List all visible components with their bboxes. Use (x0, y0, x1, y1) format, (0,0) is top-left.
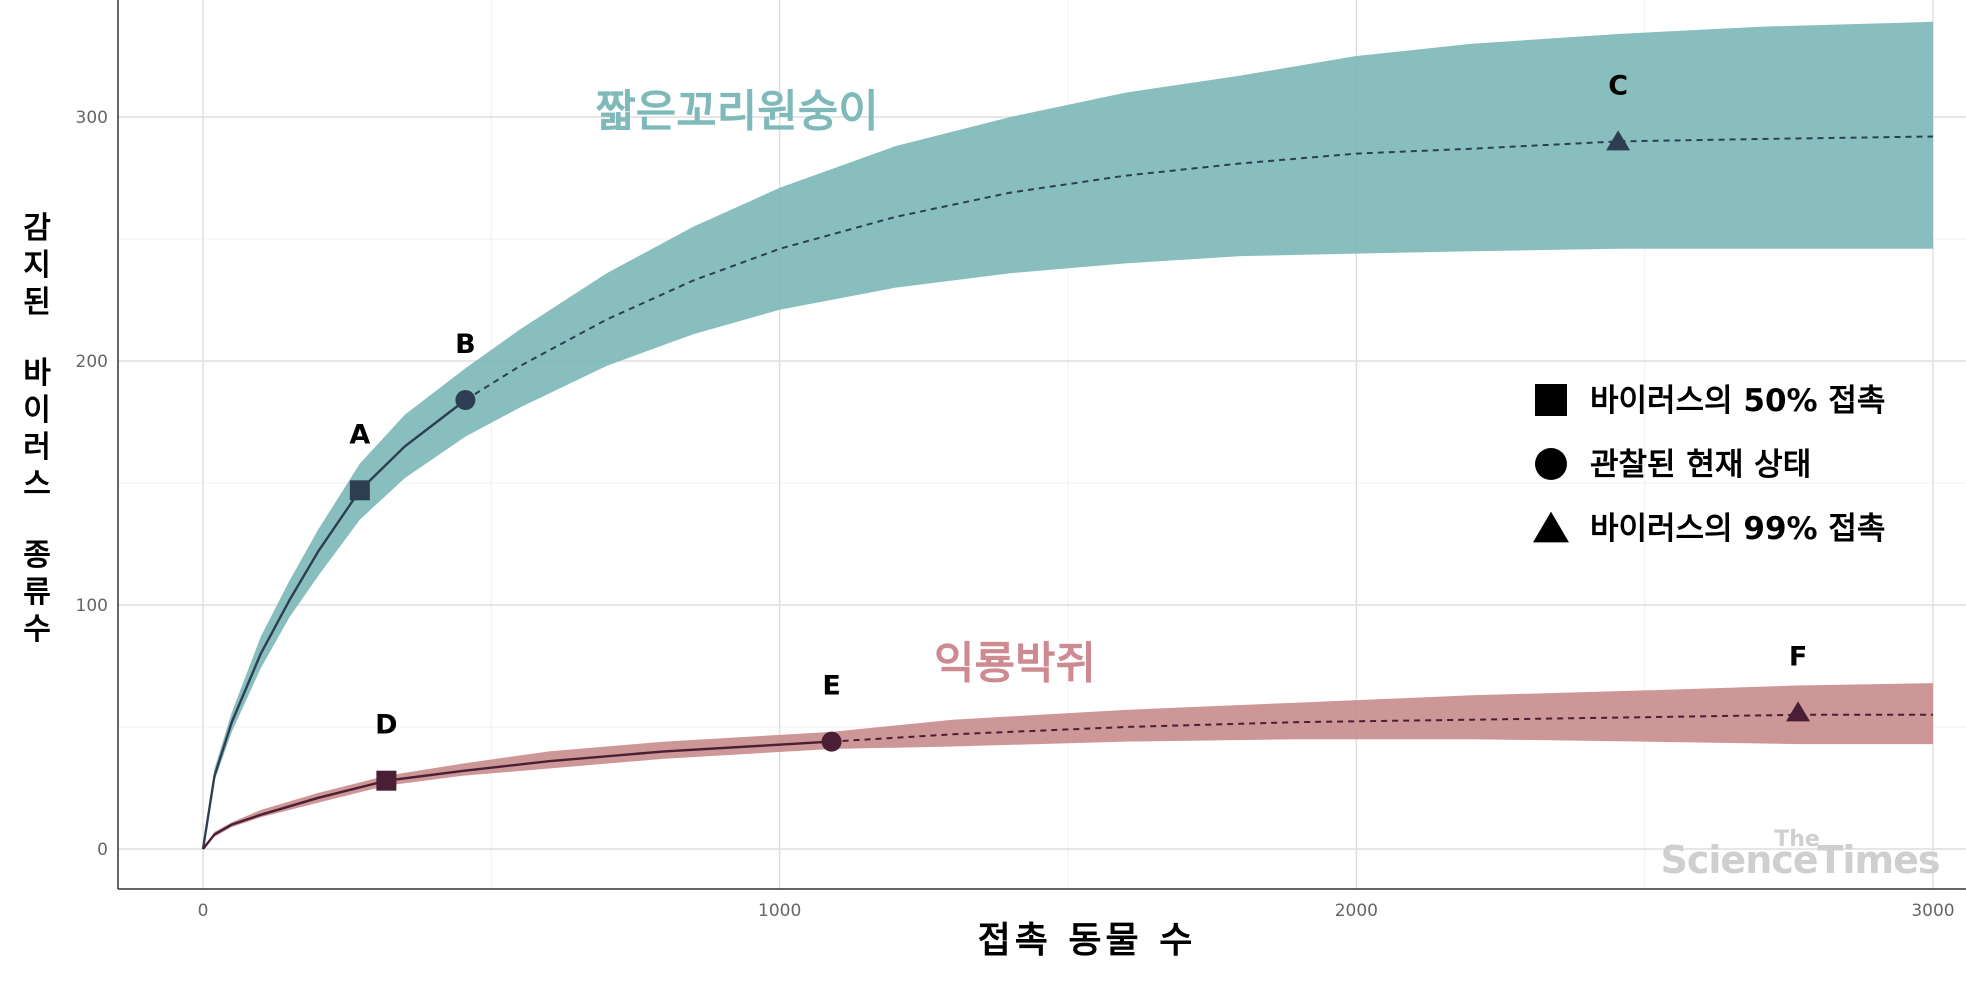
point-marker-d (376, 770, 397, 791)
y-axis-title-char: 종 (23, 538, 51, 573)
y-axis-title-char: 감 (23, 211, 51, 246)
axes (117, 0, 1966, 890)
svg-text:ScienceTimes: ScienceTimes (1661, 838, 1940, 882)
point-label-d: D (375, 710, 397, 741)
point-label-b: B (455, 329, 476, 360)
y-tick-label: 200 (76, 352, 108, 372)
x-tick-label: 0 (198, 901, 209, 921)
y-axis-title-char: 스 (23, 467, 51, 502)
series-line-observed-1 (202, 740, 832, 850)
x-tick-label: 2000 (1335, 901, 1378, 921)
legend-label: 바이러스의 99% 접촉 (1590, 511, 1885, 547)
point-label-a: A (349, 419, 370, 450)
legend-item-triangle: 바이러스의 99% 접촉 (1533, 511, 1885, 547)
x-tick-label: 3000 (1911, 901, 1954, 921)
legend-label: 바이러스의 50% 접촉 (1590, 383, 1885, 419)
x-tick-label: 1000 (758, 901, 801, 921)
point-label-f: F (1789, 641, 1807, 672)
confidence-bands (203, 21, 1933, 850)
point-marker-e (821, 731, 842, 752)
point-label-c: C (1608, 70, 1628, 101)
legend-label: 관찰된 현재 상태 (1590, 447, 1811, 483)
series-lines (201, 135, 1934, 850)
confidence-band-0 (203, 21, 1933, 850)
tick-labels: 0 1000 2000 3000 0 100 200 300 (76, 108, 1955, 921)
y-axis-title-char: 류 (23, 575, 51, 610)
legend-circle-icon (1535, 448, 1567, 480)
point-label-e: E (822, 671, 840, 702)
point-marker-b (455, 390, 476, 411)
data-markers (349, 130, 1811, 791)
point-labels: A B C D E F (349, 70, 1807, 740)
legend-square-icon (1535, 384, 1567, 416)
x-axis-title: 접촉 동물 수 (978, 920, 1197, 961)
point-marker-f (1786, 701, 1811, 722)
point-marker-c (1606, 130, 1631, 151)
y-tick-label: 100 (76, 596, 108, 616)
series-label-bat: 익룡박쥐 (934, 638, 1096, 689)
y-axis-title-char: 러 (23, 430, 51, 465)
legend-item-square: 바이러스의 50% 접촉 (1535, 383, 1885, 419)
legend-triangle-icon (1533, 511, 1569, 543)
y-axis-title-char: 수 (23, 612, 51, 647)
watermark-logo: The ScienceTimes (1661, 827, 1941, 882)
y-axis-title-char: 바 (23, 356, 51, 391)
y-axis-title-char: 된 (23, 285, 51, 320)
point-marker-a (349, 480, 370, 501)
series-line-extrapolated-0 (464, 135, 1934, 401)
y-tick-label: 0 (97, 840, 108, 860)
y-axis-title-char: 지 (23, 248, 51, 283)
svg-text:The: The (1774, 827, 1820, 852)
series-line-observed-0 (201, 399, 467, 850)
series-line-extrapolated-1 (831, 713, 1933, 743)
series-label-macaque: 짧은꼬리원숭이 (595, 86, 878, 137)
confidence-band-1 (203, 683, 1933, 849)
legend-item-circle: 관찰된 현재 상태 (1535, 447, 1811, 483)
y-axis-title-char: 이 (23, 393, 51, 428)
y-tick-label: 300 (76, 108, 108, 128)
